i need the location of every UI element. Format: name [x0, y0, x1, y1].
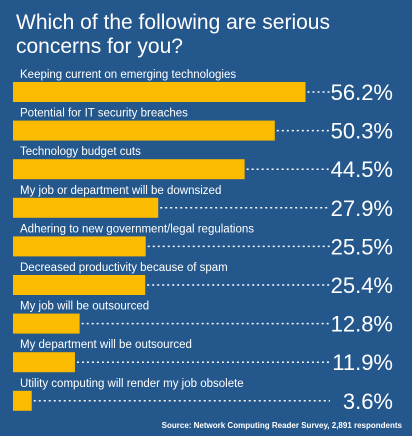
bar	[13, 159, 245, 180]
category-label: Potential for IT security breaches	[20, 108, 188, 120]
category-label: Technology budget cuts	[20, 146, 141, 158]
value-label: 27.9%	[331, 196, 393, 221]
category-label: Adhering to new government/legal regulat…	[20, 223, 254, 235]
value-label: 12.8%	[331, 312, 393, 337]
bar	[13, 197, 159, 218]
category-label: My department will be outsourced	[20, 339, 192, 351]
bar	[13, 236, 146, 257]
bar	[13, 313, 80, 334]
value-label: 25.5%	[331, 234, 393, 259]
value-label: 50.3%	[331, 119, 393, 144]
bar	[13, 352, 75, 373]
value-label: 11.9%	[332, 350, 393, 375]
bar	[13, 82, 306, 102]
bar	[13, 390, 32, 411]
category-label: Decreased productivity because of spam	[20, 262, 228, 274]
value-label: 56.2%	[331, 80, 393, 105]
bar	[13, 275, 146, 295]
category-label: Keeping current on emerging technologies	[20, 69, 236, 81]
bar	[13, 120, 275, 141]
value-label: 3.6%	[343, 389, 393, 414]
chart-source: Source: Network Computing Reader Survey,…	[161, 421, 402, 430]
category-label: My job will be outsourced	[20, 301, 149, 313]
chart-title: Which of the following are serious conce…	[16, 11, 330, 58]
value-label: 44.5%	[331, 157, 393, 182]
category-label: My job or department will be downsized	[20, 185, 221, 197]
category-label: Utility computing will render my job obs…	[20, 378, 244, 390]
value-label: 25.4%	[331, 273, 393, 298]
